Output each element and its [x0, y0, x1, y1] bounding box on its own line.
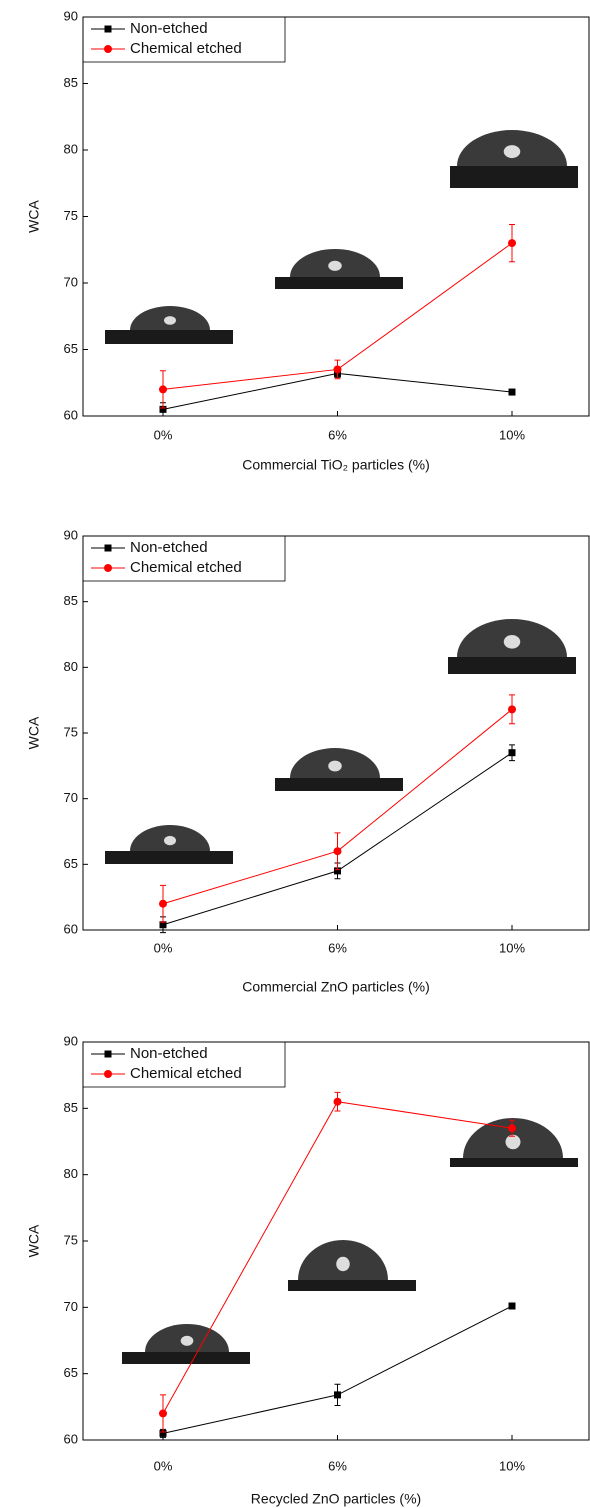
x-tick-label: 0% — [154, 427, 173, 442]
marker — [104, 564, 112, 572]
marker — [104, 1050, 112, 1058]
droplet-highlight — [328, 760, 342, 772]
y-tick-label: 75 — [64, 1232, 78, 1247]
y-tick-label: 85 — [64, 593, 78, 608]
marker — [508, 239, 516, 248]
marker — [159, 1429, 167, 1437]
x-tick-label: 10% — [499, 1458, 525, 1473]
x-axis-title: Recycled ZnO particles (%) — [251, 1491, 421, 1507]
marker — [159, 899, 167, 908]
marker — [104, 544, 112, 552]
droplet-highlight — [503, 634, 521, 649]
y-tick-label: 70 — [64, 1299, 78, 1314]
x-axis-title: Commercial ZnO particles (%) — [242, 979, 429, 995]
x-tick-label: 0% — [154, 940, 173, 955]
y-tick-label: 60 — [64, 1431, 78, 1446]
marker — [508, 1302, 516, 1310]
droplet-base — [275, 277, 403, 289]
marker — [104, 25, 112, 33]
x-tick-label: 10% — [499, 427, 525, 442]
x-tick-label: 6% — [328, 940, 347, 955]
marker — [508, 705, 516, 714]
series-line — [162, 1305, 513, 1434]
droplet-highlight — [328, 260, 342, 271]
marker — [104, 45, 112, 53]
droplet-base — [450, 166, 578, 188]
y-tick-label: 90 — [64, 1033, 78, 1048]
legend-label: Non-etched — [130, 539, 208, 556]
x-axis-title: Commercial TiO₂ particles (%) — [242, 457, 429, 473]
y-tick-label: 90 — [64, 527, 78, 542]
plot-frame — [82, 16, 590, 417]
x-tick-label: 6% — [328, 427, 347, 442]
marker — [104, 1070, 112, 1078]
marker — [334, 867, 341, 875]
marker — [333, 847, 342, 856]
legend-label: Chemical etched — [130, 1065, 242, 1082]
marker — [333, 1097, 342, 1106]
marker — [159, 385, 167, 394]
droplet-base — [122, 1352, 250, 1364]
droplet-base — [448, 657, 576, 674]
y-tick-label: 85 — [64, 1100, 78, 1115]
marker — [159, 921, 167, 929]
droplet-highlight — [336, 1256, 350, 1272]
droplet-base — [105, 851, 233, 864]
droplet-highlight — [505, 1134, 521, 1150]
droplet-base — [105, 330, 233, 344]
y-tick-label: 90 — [64, 8, 78, 23]
droplet-highlight — [503, 145, 521, 159]
y-tick-label: 60 — [64, 921, 78, 936]
droplet-base — [275, 778, 403, 791]
y-axis-title: WCA — [26, 1224, 42, 1257]
droplet-base — [450, 1158, 578, 1167]
y-tick-label: 65 — [64, 856, 78, 871]
marker — [159, 1409, 167, 1418]
y-tick-label: 70 — [64, 790, 78, 805]
marker — [334, 1391, 341, 1399]
x-tick-label: 6% — [328, 1458, 347, 1473]
y-tick-label: 80 — [64, 659, 78, 674]
legend-box — [82, 535, 286, 582]
y-tick-label: 65 — [64, 1365, 78, 1380]
y-tick-label: 65 — [64, 341, 78, 356]
marker — [508, 749, 516, 757]
y-axis-title: WCA — [26, 200, 42, 233]
y-tick-label: 80 — [64, 1166, 78, 1181]
marker — [508, 1124, 516, 1133]
marker — [159, 405, 167, 413]
y-axis-title: WCA — [26, 716, 42, 749]
y-tick-label: 70 — [64, 274, 78, 289]
x-tick-label: 10% — [499, 940, 525, 955]
legend-label: Chemical etched — [130, 40, 242, 57]
legend-label: Chemical etched — [130, 559, 242, 576]
y-tick-label: 75 — [64, 724, 78, 739]
legend-label: Non-etched — [130, 1045, 208, 1062]
droplet-base — [288, 1280, 416, 1291]
droplet-highlight — [180, 1335, 194, 1346]
y-tick-label: 80 — [64, 141, 78, 156]
droplet-highlight — [164, 316, 176, 325]
droplet-highlight — [164, 835, 176, 846]
x-tick-label: 0% — [154, 1458, 173, 1473]
legend-label: Non-etched — [130, 20, 208, 37]
y-tick-label: 85 — [64, 75, 78, 90]
legend-box — [82, 1041, 286, 1088]
legend-box — [82, 16, 286, 63]
marker — [333, 365, 342, 374]
y-tick-label: 60 — [64, 407, 78, 422]
y-tick-label: 75 — [64, 208, 78, 223]
marker — [508, 388, 516, 396]
